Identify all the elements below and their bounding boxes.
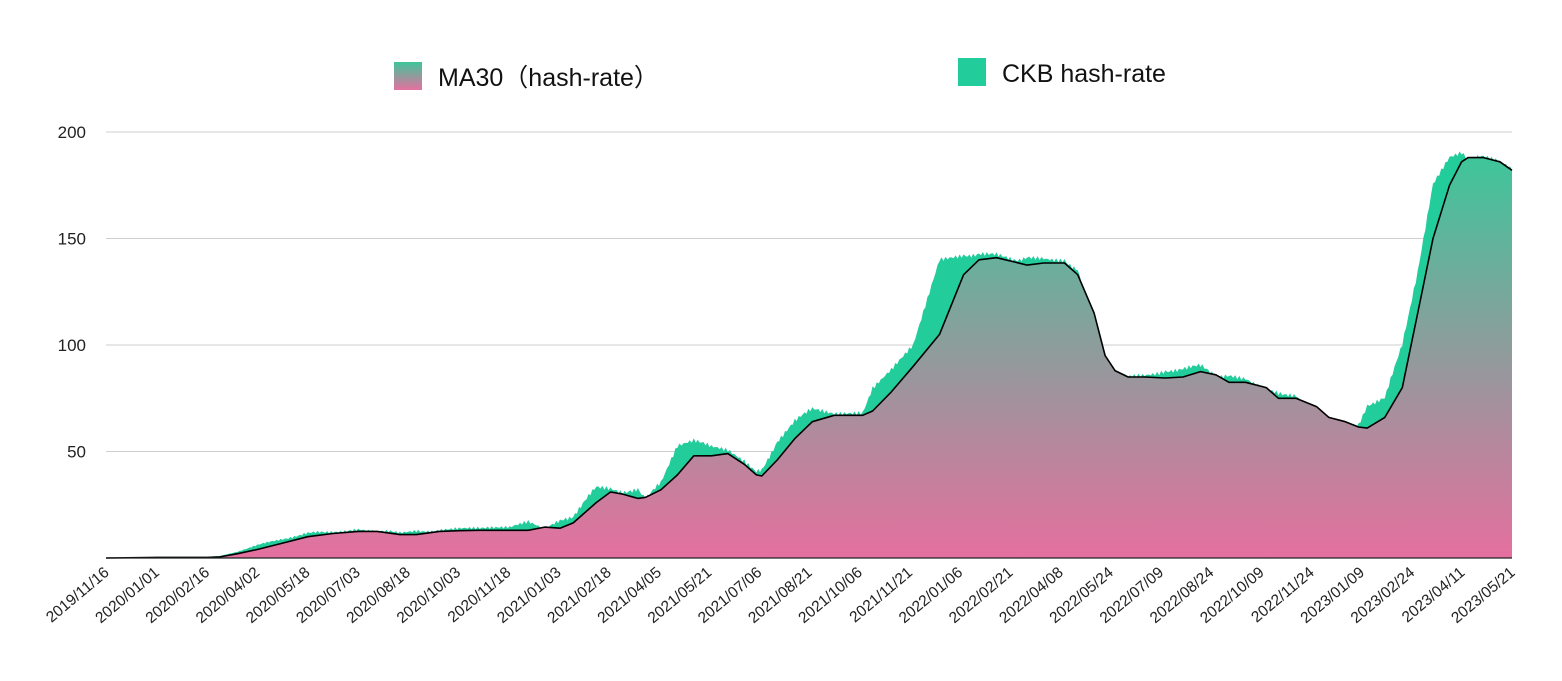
y-tick-label: 50 [67, 443, 86, 462]
legend-label-ma30: MA30（hash-rate） [438, 64, 659, 92]
series-ma30-line [105, 156, 1513, 559]
series-ma30-area [106, 157, 1512, 558]
legend-label-ckb-hash-rate: CKB hash-rate [1002, 60, 1166, 88]
y-tick-label: 100 [58, 336, 86, 355]
chart-legend: MA30（hash-rate） CKB hash-rate [394, 58, 1166, 92]
y-tick-label: 150 [58, 230, 86, 249]
legend-swatch-ckb-hash-rate [958, 58, 986, 86]
plot-area [105, 151, 1513, 559]
legend-swatch-ma30 [394, 62, 422, 90]
y-tick-label: 200 [58, 123, 86, 142]
x-axis: 2019/11/162020/01/012020/02/162020/04/02… [43, 557, 1519, 627]
y-axis: 50 100 150 200 [58, 123, 86, 462]
